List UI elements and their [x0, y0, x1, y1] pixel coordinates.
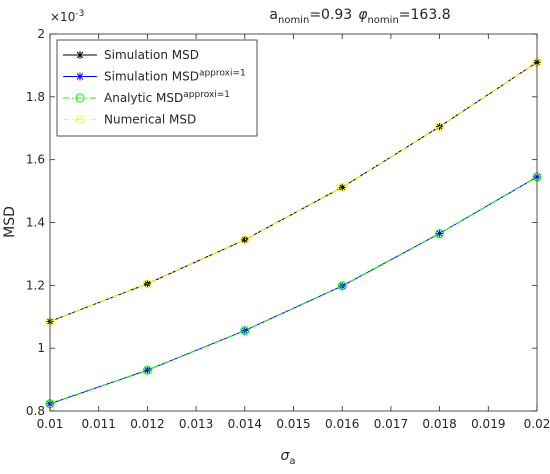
x-tick-label: 0.018 — [422, 417, 456, 431]
legend-marker — [75, 114, 85, 125]
x-tick-label: 0.01 — [37, 417, 64, 431]
legend-label: Simulation MSD — [104, 48, 199, 62]
ticks-layer: 0.01 0.011 0.012 0.013 0.014 0.015 0.016 0.017 0… — [26, 27, 550, 431]
x-tick-label: 0.015 — [276, 417, 310, 431]
y-tick-label: 1.8 — [26, 90, 45, 104]
series-2 — [45, 172, 542, 409]
legend-label: Numerical MSD — [104, 113, 196, 127]
y-tick-label: 1.2 — [26, 278, 45, 292]
data-point — [240, 235, 249, 244]
data-point — [240, 235, 250, 245]
y-tick-label: 1 — [37, 341, 45, 355]
chart-title: anomin=0.93 φnomin=163.8 — [269, 7, 450, 26]
legend-marker — [76, 51, 84, 59]
data-point — [338, 183, 347, 192]
y-axis-label: MSD — [2, 206, 18, 238]
legend-label: Analytic MSDapproxi=1 — [104, 90, 230, 105]
data-point — [240, 326, 250, 336]
data-point — [337, 182, 347, 192]
legend: Simulation MSD Simulation MSDapproxi=1 Ana… — [56, 39, 258, 137]
legend-item: Simulation MSDapproxi=1 — [63, 69, 246, 84]
x-tick-label: 0.012 — [130, 417, 164, 431]
data-point — [435, 122, 445, 132]
y-exponent-label: ×10-3 — [50, 9, 84, 24]
x-tick-label: 0.011 — [82, 417, 116, 431]
x-axis-label: σa — [280, 448, 295, 467]
legend-item: Simulation MSD — [63, 48, 199, 62]
legend-marker — [75, 93, 85, 103]
legend-label: Simulation MSDapproxi=1 — [104, 69, 246, 84]
x-tick-label: 0.017 — [374, 417, 408, 431]
series-line — [49, 176, 538, 405]
y-tick-label: 1.6 — [26, 153, 45, 167]
legend-marker — [76, 72, 84, 81]
x-tick-label: 0.016 — [325, 417, 359, 431]
data-point — [142, 279, 152, 289]
y-tick-label: 2 — [37, 27, 45, 41]
series-line — [49, 176, 538, 405]
data-point — [143, 366, 152, 375]
y-tick-label: 1.4 — [26, 216, 45, 230]
plot-frame — [49, 33, 538, 412]
series-line — [49, 61, 538, 322]
data-point — [337, 281, 347, 291]
legend-item: Analytic MSDapproxi=1 — [63, 90, 230, 105]
x-tick-label: 0.014 — [228, 417, 262, 431]
x-tick-label: 0.019 — [471, 417, 505, 431]
series-1 — [46, 172, 541, 408]
x-tick-label: 0.02 — [524, 417, 550, 431]
data-point — [435, 229, 444, 238]
data-point — [142, 365, 152, 375]
y-tick-label: 0.8 — [26, 404, 45, 418]
legend-item: Numerical MSD — [63, 113, 196, 127]
data-point — [435, 228, 445, 239]
x-tick-label: 0.013 — [179, 417, 213, 431]
